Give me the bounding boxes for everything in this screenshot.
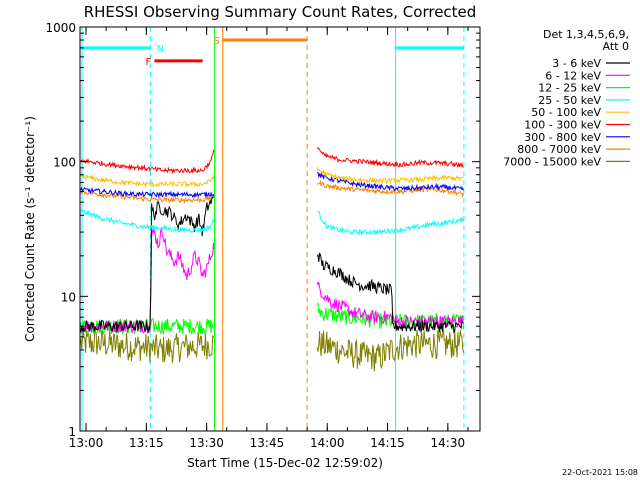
series-line (80, 227, 215, 334)
x-axis-label: Start Time (15-Dec-02 12:59:02) (187, 456, 383, 470)
chart-title: RHESSI Observing Summary Count Rates, Co… (84, 3, 477, 21)
flag-label: N (157, 44, 164, 55)
y-tick-label: 1000 (45, 21, 76, 35)
x-tick-label: 14:15 (370, 436, 405, 450)
legend-header: Att 0 (603, 40, 629, 53)
series-line (80, 193, 215, 334)
legend-label: 100 - 300 keV (524, 119, 601, 132)
flag-label: F (145, 57, 151, 68)
legend-label: 800 - 7000 keV (517, 143, 601, 156)
series-line (80, 149, 215, 175)
series-line (80, 186, 215, 199)
legend-label: 12 - 25 keV (538, 82, 601, 95)
series-line (316, 167, 464, 185)
legend-label: 300 - 800 keV (524, 131, 601, 144)
legend-header: Det 1,3,4,5,6,9, (543, 28, 629, 41)
legend-label: 25 - 50 keV (538, 94, 601, 107)
generated-timestamp: 22-Oct-2021 15:08 (562, 468, 638, 477)
series-line (80, 328, 215, 364)
legend-label: 6 - 12 keV (545, 69, 601, 82)
series-line (316, 252, 464, 334)
y-tick-label: 1 (68, 425, 76, 439)
x-tick-label: 13:30 (189, 436, 224, 450)
y-axis-label: Corrected Count Rate (s⁻¹ detector⁻¹) (23, 116, 37, 342)
x-tick-label: 14:30 (431, 436, 466, 450)
x-tick-label: 13:00 (69, 436, 104, 450)
x-tick-label: 14:00 (310, 436, 345, 450)
series-line (317, 171, 464, 192)
series-line (316, 329, 464, 372)
flag-label: S (214, 36, 220, 47)
axes: 13:00 13:15 13:30 13:45 14:00 14:15 14:30 1 10 10… (45, 21, 480, 450)
legend-label: 7000 - 15000 keV (503, 155, 601, 168)
plot-frame (79, 26, 481, 432)
y-tick-label: 10 (61, 290, 76, 304)
x-tick-label: 13:45 (250, 436, 285, 450)
series-line (316, 146, 464, 168)
series-line (316, 179, 464, 198)
series-line (80, 189, 215, 205)
series-line (80, 209, 215, 234)
x-tick-label: 13:15 (129, 436, 164, 450)
y-tick-label: 100 (53, 156, 76, 170)
series-line (316, 210, 464, 237)
legend-label: 50 - 100 keV (531, 106, 601, 119)
series-line (80, 173, 215, 189)
plot-area: NF S (80, 27, 465, 431)
legend-label: 3 - 6 keV (552, 57, 601, 70)
